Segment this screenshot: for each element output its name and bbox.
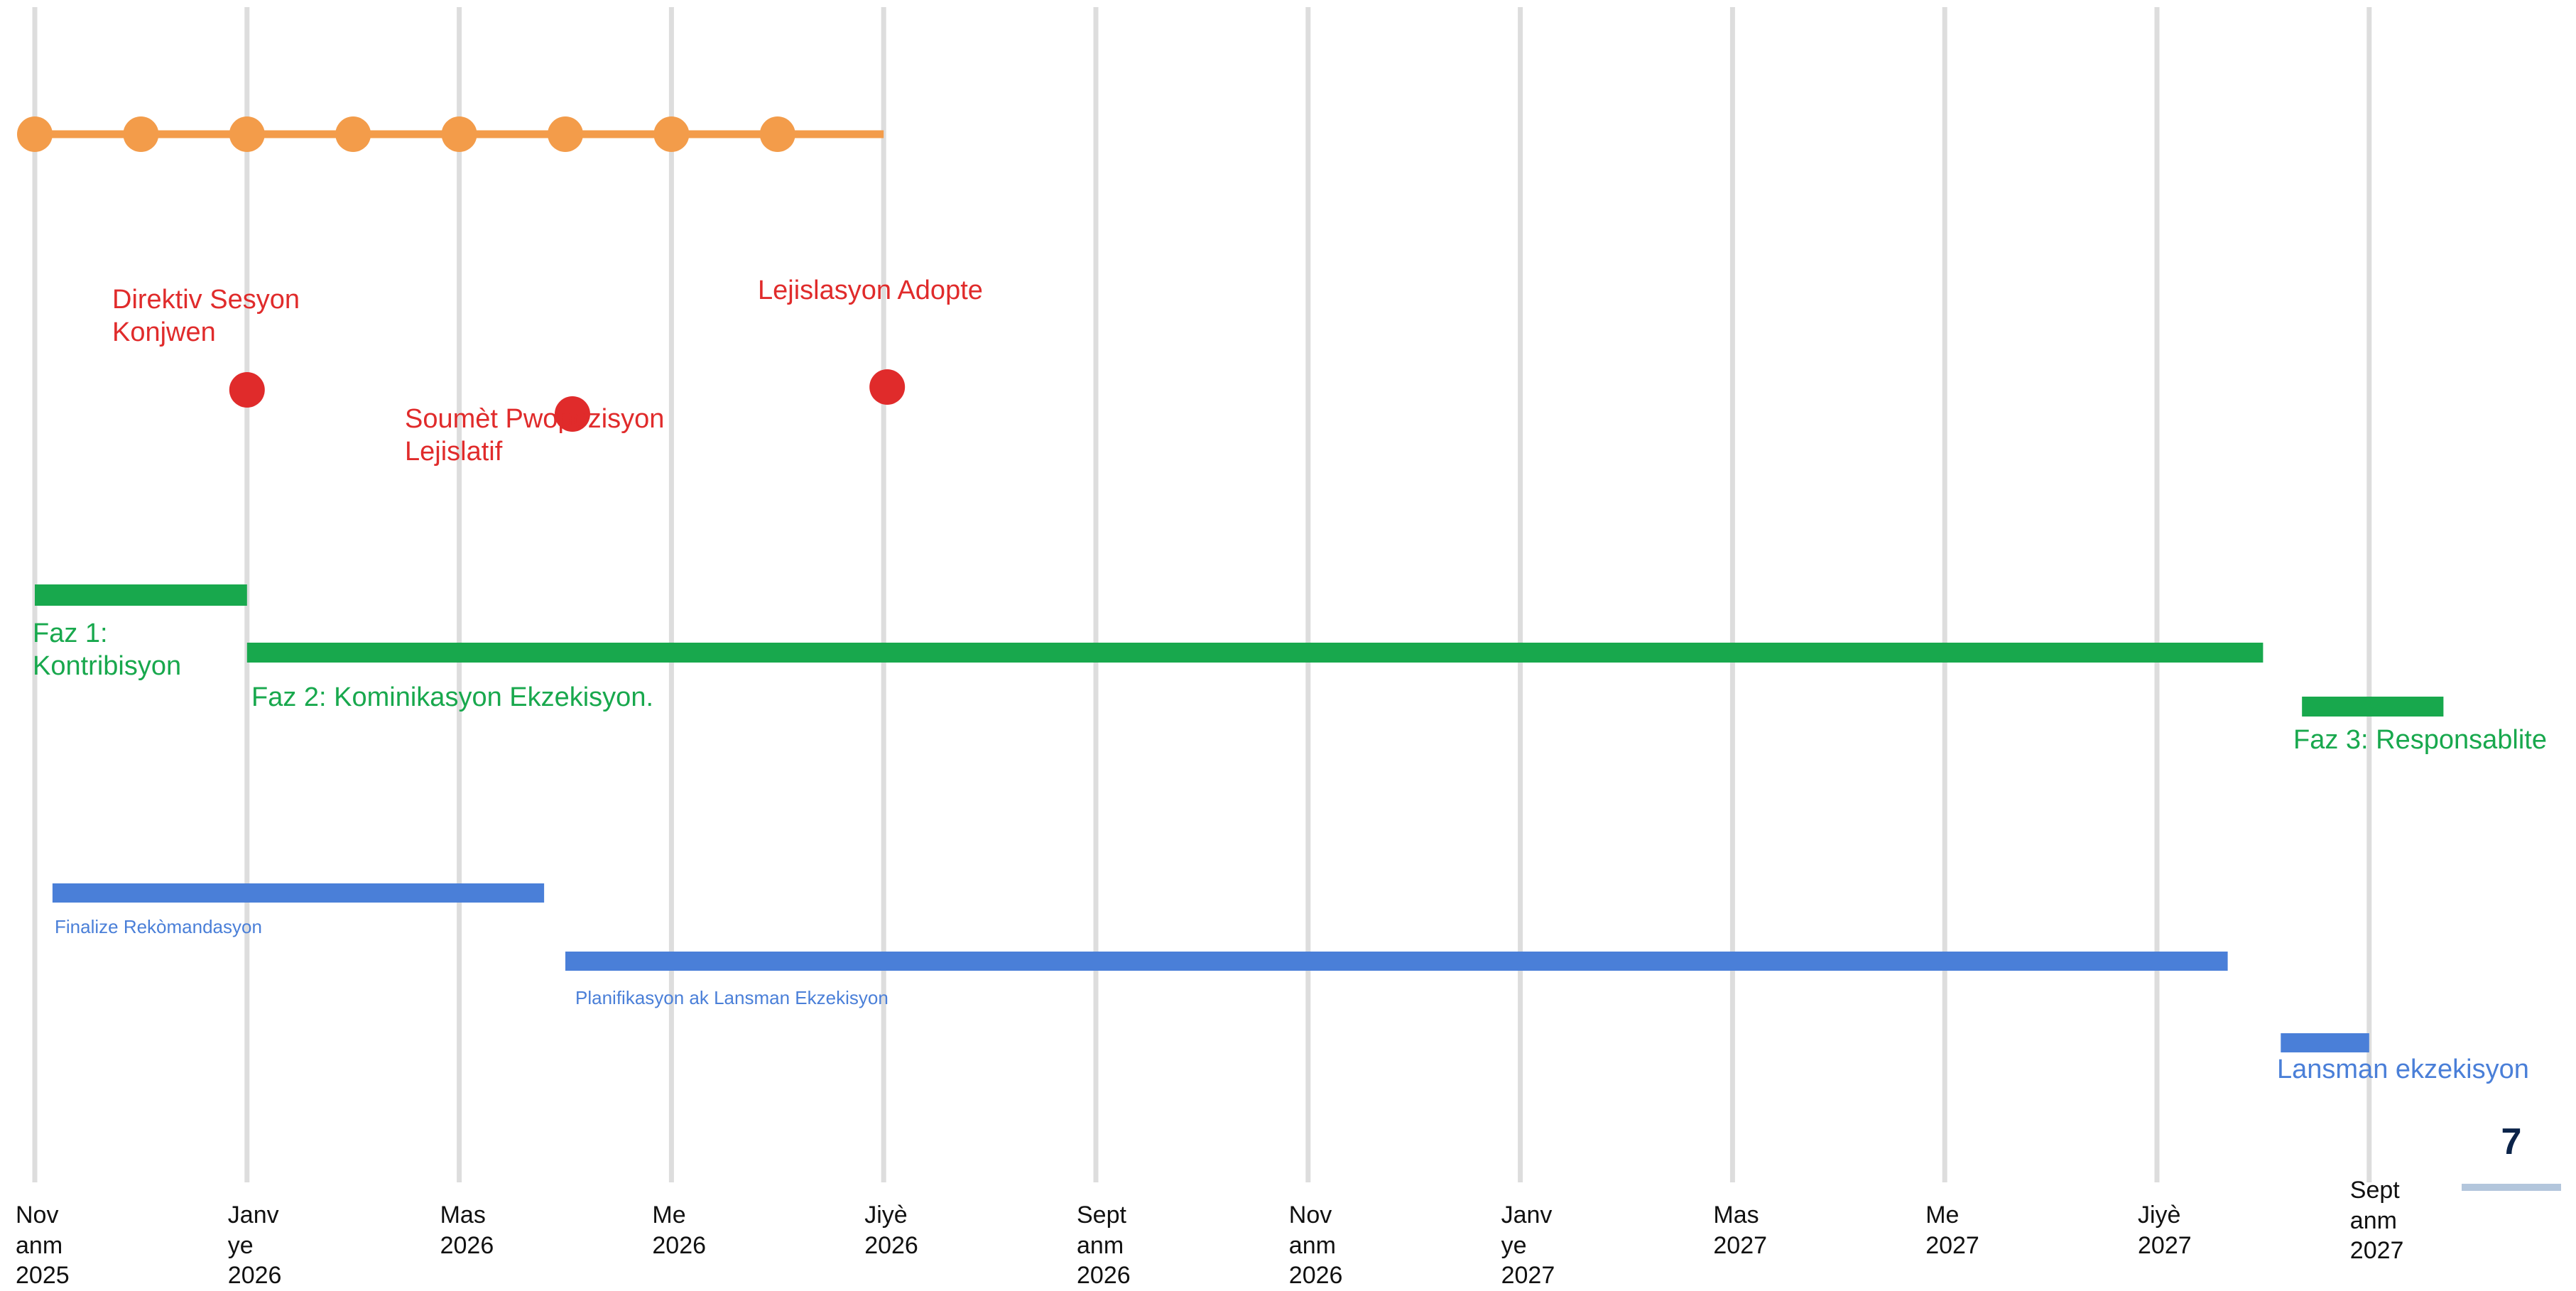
gridlines: [32, 7, 2372, 1182]
cadence-point-2026-01-01: [229, 116, 265, 152]
phase-bar-2: [246, 643, 2263, 663]
tick-label-2027-05: Me 2027: [1925, 1202, 1979, 1259]
milestone-marker-3: [869, 369, 906, 405]
phase-bar-1: [35, 584, 247, 606]
page-number-rule: [2462, 1184, 2561, 1191]
cadence-point-2026-02-01: [335, 116, 371, 152]
tick-label-2026-05: Me 2026: [652, 1202, 707, 1259]
milestone-label-2: Soumèt Pwopozisyon Lejislatif: [405, 404, 665, 467]
task-bar-3: [2281, 1033, 2369, 1052]
tick-label-2026-03: Mas 2026: [440, 1202, 494, 1259]
page-number: 7: [2501, 1121, 2522, 1162]
phase-label-2: Faz 2: Kominikasyon Ekzekisyon.: [251, 682, 654, 712]
tick-label-2026-11: Nov anm 2026: [1288, 1202, 1343, 1289]
tick-label-2027-09: Sept anm 2027: [2349, 1177, 2404, 1264]
cadence-track: [17, 116, 884, 152]
tick-label-2027-07: Jiyè 2027: [2138, 1202, 2192, 1259]
task-label-2: Planifikasyon ak Lansman Ekzekisyon: [575, 987, 888, 1008]
task-bar-1: [52, 883, 545, 903]
cadence-point-2025-12-01: [123, 116, 159, 152]
cadence-point-2026-06-01: [759, 116, 795, 152]
phase-label-1: Faz 1: Kontribisyon: [33, 619, 182, 681]
task-label-1: Finalize Rekòmandasyon: [55, 916, 262, 937]
milestone-label-3: Lejislasyon Adopte: [758, 276, 983, 305]
cadence-point-2026-03-01: [441, 116, 477, 152]
tick-label-2026-07: Jiyè 2026: [864, 1202, 918, 1259]
milestone-label-1: Direktiv Sesyon Konjwen: [112, 285, 300, 347]
task-label-3: Lansman ekzekisyon: [2277, 1055, 2529, 1084]
cadence-point-2026-04-01: [548, 116, 583, 152]
tick-label-2026-01: Janv ye 2026: [227, 1202, 282, 1289]
phase-bar-3: [2302, 697, 2444, 717]
milestone-marker-2: [554, 396, 590, 432]
tick-label-2027-03: Mas 2027: [1713, 1202, 1768, 1259]
tick-label-2025-11: Nov anm 2025: [16, 1202, 70, 1289]
tick-label-2026-09: Sept anm 2026: [1077, 1202, 1131, 1289]
phase-label-3: Faz 3: Responsablite: [2293, 725, 2547, 755]
tick-label-2027-01: Janv ye 2027: [1501, 1202, 1555, 1289]
milestone-marker-1: [229, 372, 265, 408]
tasks: [52, 883, 2369, 1052]
task-bar-2: [565, 952, 2228, 971]
phases: [35, 584, 2444, 717]
cadence-point-2025-11-01: [17, 116, 53, 152]
cadence-point-2026-05-01: [653, 116, 690, 152]
milestones: [229, 369, 906, 432]
